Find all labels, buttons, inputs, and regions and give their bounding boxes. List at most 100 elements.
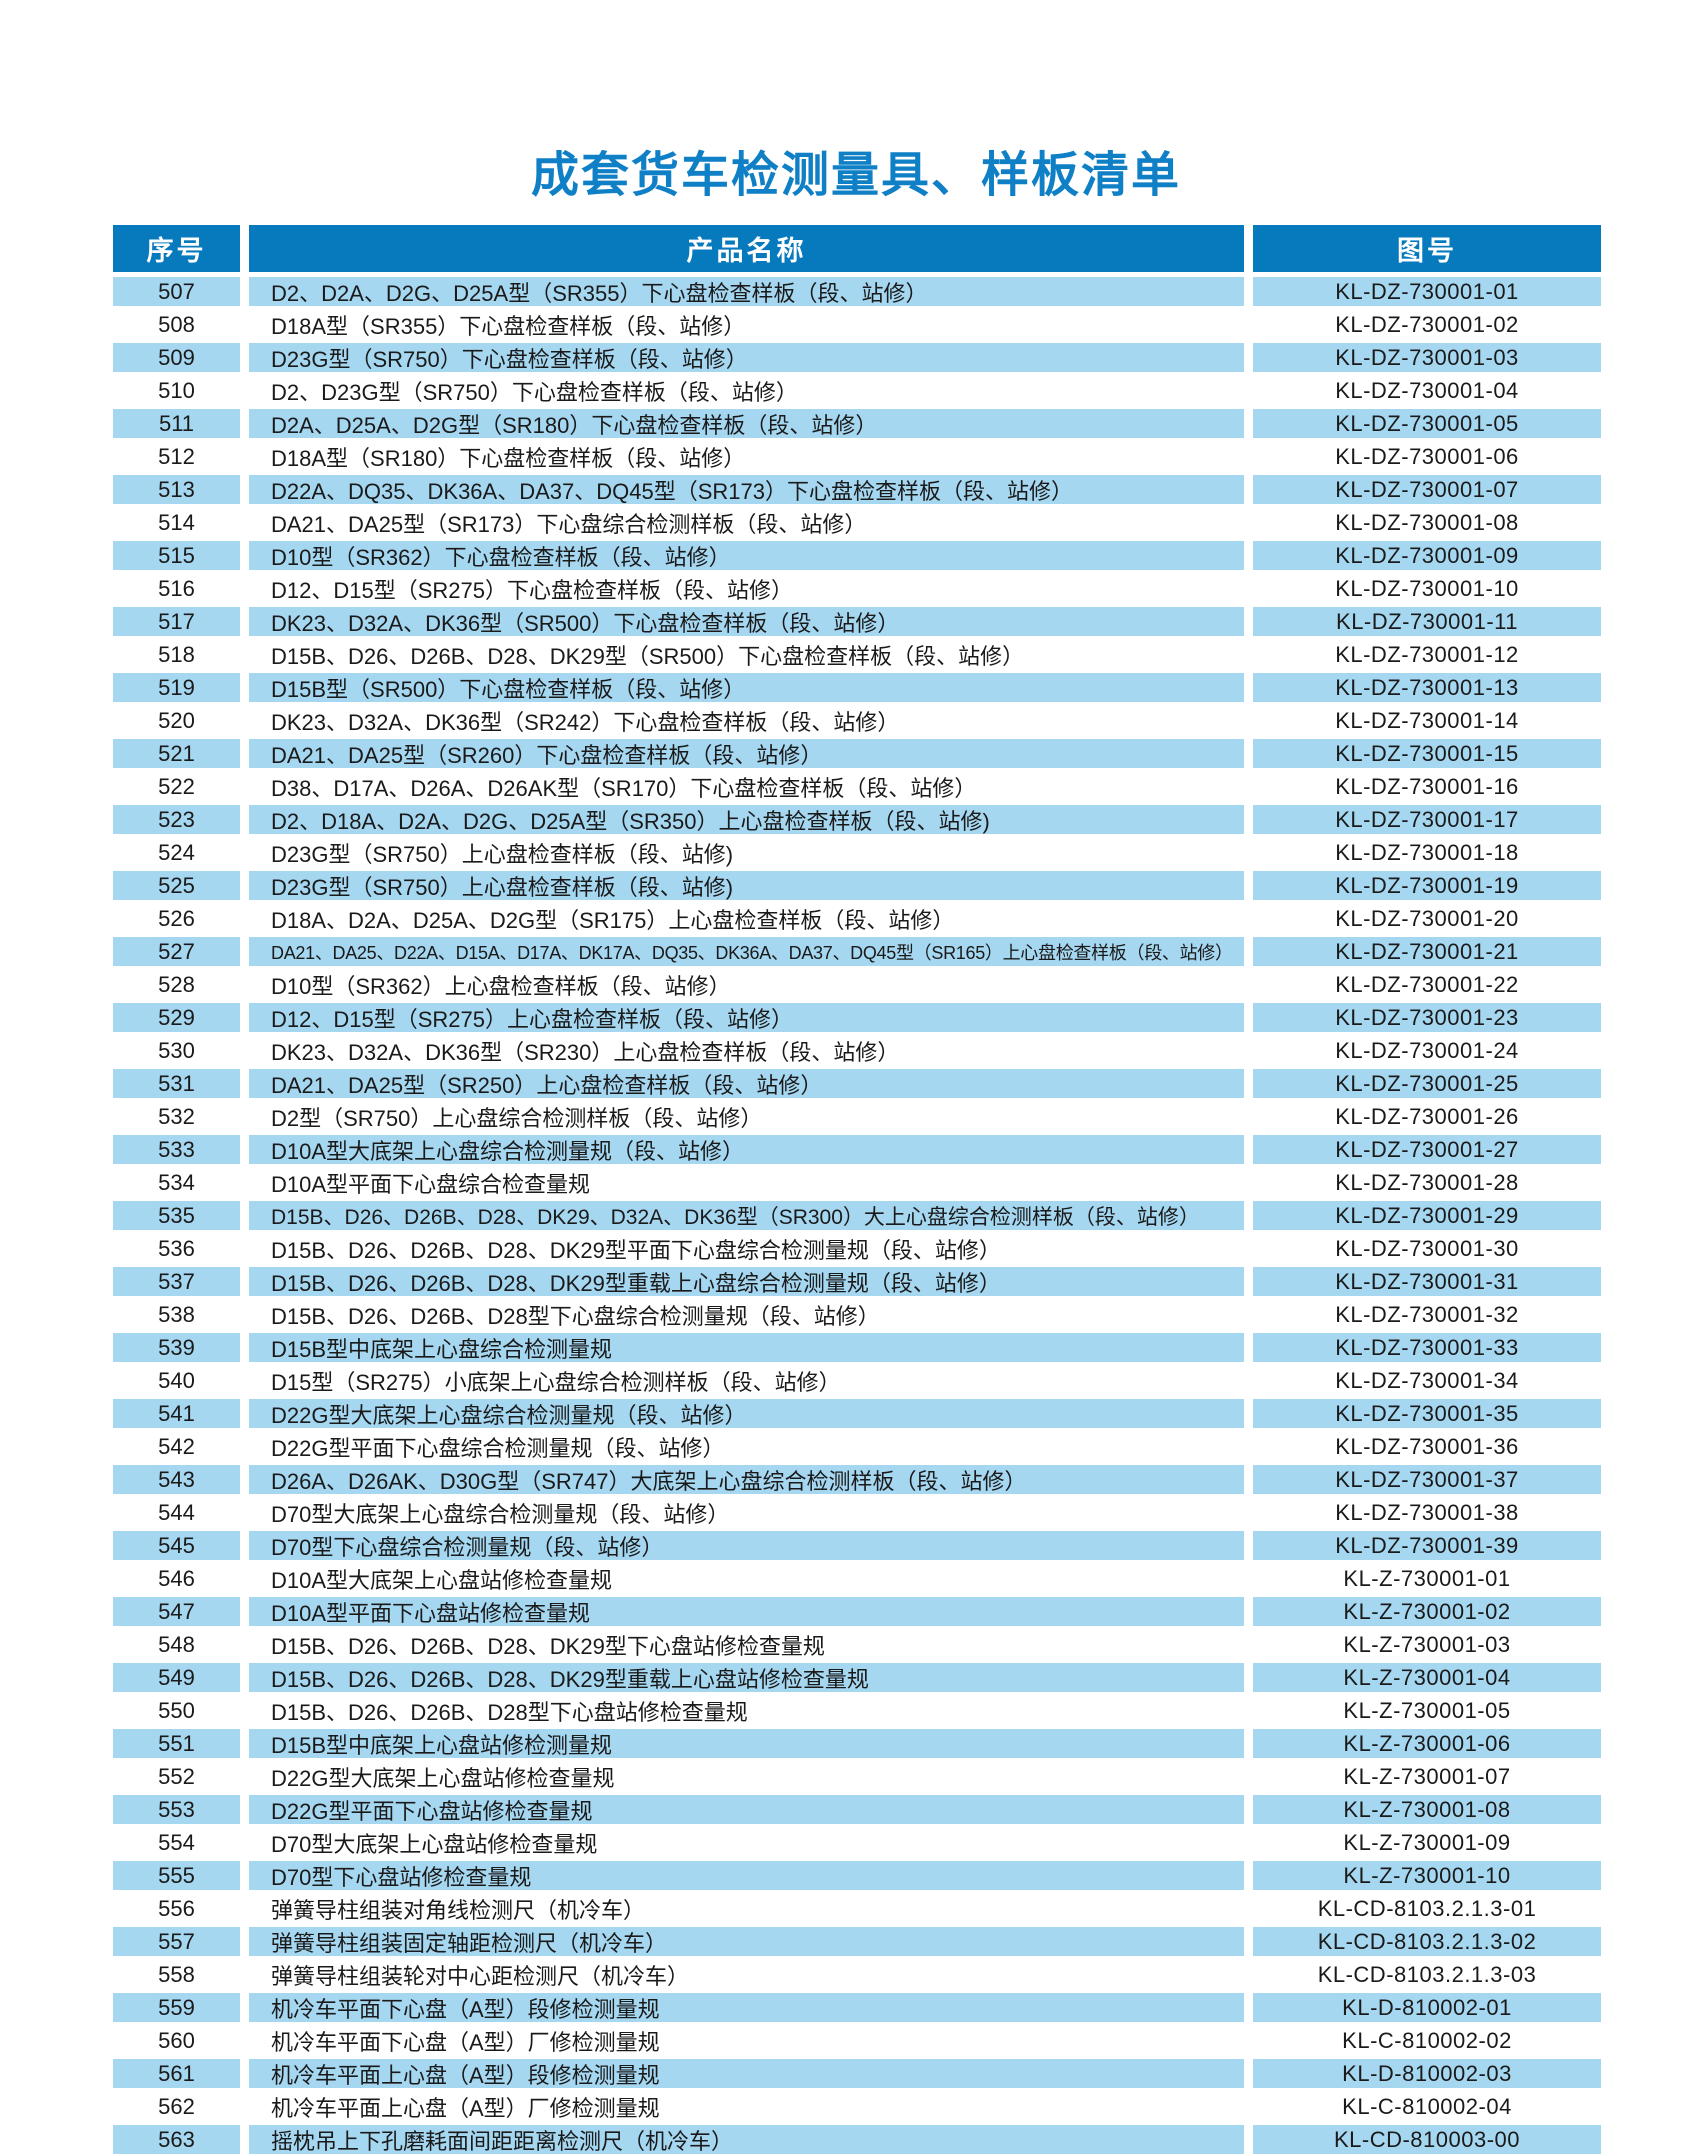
table-row: 521 DA21、DA25型（SR260）下心盘检查样板（段、站修） KL-DZ… bbox=[113, 739, 1601, 768]
row-index-cell: 550 bbox=[113, 1696, 240, 1725]
drawing-no-cell: KL-D-810002-01 bbox=[1253, 1993, 1601, 2022]
row-index-cell: 537 bbox=[113, 1267, 240, 1296]
table-row: 538 D15B、D26、D26B、D28型下心盘综合检测量规（段、站修） KL… bbox=[113, 1300, 1601, 1329]
product-name-cell: D15B、D26、D26B、D28、DK29型下心盘站修检查量规 bbox=[249, 1630, 1244, 1659]
drawing-no-cell: KL-DZ-730001-21 bbox=[1253, 937, 1601, 966]
row-index-cell: 513 bbox=[113, 475, 240, 504]
product-name-cell: D12、D15型（SR275）下心盘检查样板（段、站修） bbox=[249, 574, 1244, 603]
drawing-no-cell: KL-D-810002-03 bbox=[1253, 2059, 1601, 2088]
row-index-cell: 557 bbox=[113, 1927, 240, 1956]
table-row: 535 D15B、D26、D26B、D28、DK29、D32A、DK36型（SR… bbox=[113, 1201, 1601, 1230]
table-row: 511 D2A、D25A、D2G型（SR180）下心盘检查样板（段、站修） KL… bbox=[113, 409, 1601, 438]
row-index-cell: 531 bbox=[113, 1069, 240, 1098]
product-name-cell: DA21、DA25、D22A、D15A、D17A、DK17A、DQ35、DK36… bbox=[249, 937, 1244, 966]
row-index-cell: 558 bbox=[113, 1960, 240, 1989]
table-row: 563 摇枕吊上下孔磨耗面间距距离检测尺（机冷车） KL-CD-810003-0… bbox=[113, 2125, 1601, 2154]
product-name-cell: D10A型平面下心盘综合检查量规 bbox=[249, 1168, 1244, 1197]
product-name-cell: 机冷车平面上心盘（A型）段修检测量规 bbox=[249, 2059, 1244, 2088]
table-row: 512 D18A型（SR180）下心盘检查样板（段、站修） KL-DZ-7300… bbox=[113, 442, 1601, 471]
drawing-no-cell: KL-DZ-730001-02 bbox=[1253, 310, 1601, 339]
product-name-cell: D15B型（SR500）下心盘检查样板（段、站修） bbox=[249, 673, 1244, 702]
row-index-cell: 517 bbox=[113, 607, 240, 636]
product-name-cell: 机冷车平面下心盘（A型）段修检测量规 bbox=[249, 1993, 1244, 2022]
drawing-no-cell: KL-DZ-730001-15 bbox=[1253, 739, 1601, 768]
row-index-cell: 559 bbox=[113, 1993, 240, 2022]
table-row: 526 D18A、D2A、D25A、D2G型（SR175）上心盘检查样板（段、站… bbox=[113, 904, 1601, 933]
table-row: 548 D15B、D26、D26B、D28、DK29型下心盘站修检查量规 KL-… bbox=[113, 1630, 1601, 1659]
table-row: 510 D2、D23G型（SR750）下心盘检查样板（段、站修） KL-DZ-7… bbox=[113, 376, 1601, 405]
row-index-cell: 561 bbox=[113, 2059, 240, 2088]
row-index-cell: 543 bbox=[113, 1465, 240, 1494]
row-index-cell: 536 bbox=[113, 1234, 240, 1263]
product-name-cell: D15B、D26、D26B、D28、DK29型（SR500）下心盘检查样板（段、… bbox=[249, 640, 1244, 669]
table-row: 557 弹簧导柱组装固定轴距检测尺（机冷车） KL-CD-8103.2.1.3-… bbox=[113, 1927, 1601, 1956]
row-index-cell: 540 bbox=[113, 1366, 240, 1395]
row-index-cell: 526 bbox=[113, 904, 240, 933]
table-body: 507 D2、D2A、D2G、D25A型（SR355）下心盘检查样板（段、站修）… bbox=[113, 277, 1601, 2154]
product-name-cell: D38、D17A、D26A、D26AK型（SR170）下心盘检查样板（段、站修） bbox=[249, 772, 1244, 801]
product-name-cell: D22G型平面下心盘综合检测量规（段、站修） bbox=[249, 1432, 1244, 1461]
product-name-cell: 弹簧导柱组装对角线检测尺（机冷车） bbox=[249, 1894, 1244, 1923]
product-name-cell: D18A型（SR180）下心盘检查样板（段、站修） bbox=[249, 442, 1244, 471]
row-index-cell: 533 bbox=[113, 1135, 240, 1164]
table-row: 540 D15型（SR275）小底架上心盘综合检测样板（段、站修） KL-DZ-… bbox=[113, 1366, 1601, 1395]
drawing-no-cell: KL-DZ-730001-20 bbox=[1253, 904, 1601, 933]
row-index-cell: 512 bbox=[113, 442, 240, 471]
product-name-cell: D15B、D26、D26B、D28、DK29型重载上心盘站修检查量规 bbox=[249, 1663, 1244, 1692]
row-index-cell: 518 bbox=[113, 640, 240, 669]
product-table: 序号 产品名称 图号 507 D2、D2A、D2G、D25A型（SR355）下心… bbox=[113, 225, 1601, 2154]
drawing-no-cell: KL-DZ-730001-35 bbox=[1253, 1399, 1601, 1428]
table-row: 517 DK23、D32A、DK36型（SR500）下心盘检查样板（段、站修） … bbox=[113, 607, 1601, 636]
drawing-no-cell: KL-CD-8103.2.1.3-02 bbox=[1253, 1927, 1601, 1956]
drawing-no-cell: KL-DZ-730001-09 bbox=[1253, 541, 1601, 570]
product-name-cell: D10型（SR362）上心盘检查样板（段、站修） bbox=[249, 970, 1244, 999]
product-name-cell: D10A型大底架上心盘综合检测量规（段、站修） bbox=[249, 1135, 1244, 1164]
table-row: 527 DA21、DA25、D22A、D15A、D17A、DK17A、DQ35、… bbox=[113, 937, 1601, 966]
row-index-cell: 544 bbox=[113, 1498, 240, 1527]
table-row: 531 DA21、DA25型（SR250）上心盘检查样板（段、站修） KL-DZ… bbox=[113, 1069, 1601, 1098]
product-name-cell: D2A、D25A、D2G型（SR180）下心盘检查样板（段、站修） bbox=[249, 409, 1244, 438]
drawing-no-cell: KL-DZ-730001-14 bbox=[1253, 706, 1601, 735]
table-row: 549 D15B、D26、D26B、D28、DK29型重载上心盘站修检查量规 K… bbox=[113, 1663, 1601, 1692]
row-index-cell: 541 bbox=[113, 1399, 240, 1428]
product-name-cell: D23G型（SR750）下心盘检查样板（段、站修） bbox=[249, 343, 1244, 372]
drawing-no-cell: KL-CD-8103.2.1.3-03 bbox=[1253, 1960, 1601, 1989]
table-row: 552 D22G型大底架上心盘站修检查量规 KL-Z-730001-07 bbox=[113, 1762, 1601, 1791]
row-index-cell: 546 bbox=[113, 1564, 240, 1593]
row-index-cell: 530 bbox=[113, 1036, 240, 1065]
drawing-no-cell: KL-DZ-730001-04 bbox=[1253, 376, 1601, 405]
table-row: 533 D10A型大底架上心盘综合检测量规（段、站修） KL-DZ-730001… bbox=[113, 1135, 1601, 1164]
row-index-cell: 551 bbox=[113, 1729, 240, 1758]
table-row: 534 D10A型平面下心盘综合检查量规 KL-DZ-730001-28 bbox=[113, 1168, 1601, 1197]
table-row: 554 D70型大底架上心盘站修检查量规 KL-Z-730001-09 bbox=[113, 1828, 1601, 1857]
drawing-no-cell: KL-DZ-730001-34 bbox=[1253, 1366, 1601, 1395]
row-index-cell: 560 bbox=[113, 2026, 240, 2055]
product-name-cell: D70型大底架上心盘站修检查量规 bbox=[249, 1828, 1244, 1857]
table-row: 551 D15B型中底架上心盘站修检测量规 KL-Z-730001-06 bbox=[113, 1729, 1601, 1758]
product-name-cell: DK23、D32A、DK36型（SR230）上心盘检查样板（段、站修） bbox=[249, 1036, 1244, 1065]
row-index-cell: 527 bbox=[113, 937, 240, 966]
table-row: 559 机冷车平面下心盘（A型）段修检测量规 KL-D-810002-01 bbox=[113, 1993, 1601, 2022]
drawing-no-cell: KL-Z-730001-03 bbox=[1253, 1630, 1601, 1659]
product-name-cell: DA21、DA25型（SR250）上心盘检查样板（段、站修） bbox=[249, 1069, 1244, 1098]
row-index-cell: 520 bbox=[113, 706, 240, 735]
row-index-cell: 521 bbox=[113, 739, 240, 768]
row-index-cell: 509 bbox=[113, 343, 240, 372]
product-name-cell: 机冷车平面下心盘（A型）厂修检测量规 bbox=[249, 2026, 1244, 2055]
drawing-no-cell: KL-DZ-730001-07 bbox=[1253, 475, 1601, 504]
drawing-no-cell: KL-DZ-730001-36 bbox=[1253, 1432, 1601, 1461]
row-index-cell: 563 bbox=[113, 2125, 240, 2154]
row-index-cell: 554 bbox=[113, 1828, 240, 1857]
row-index-cell: 548 bbox=[113, 1630, 240, 1659]
drawing-no-cell: KL-C-810002-02 bbox=[1253, 2026, 1601, 2055]
drawing-no-cell: KL-DZ-730001-13 bbox=[1253, 673, 1601, 702]
product-name-cell: D15B、D26、D26B、D28型下心盘综合检测量规（段、站修） bbox=[249, 1300, 1244, 1329]
product-name-cell: D70型下心盘综合检测量规（段、站修） bbox=[249, 1531, 1244, 1560]
drawing-no-cell: KL-DZ-730001-17 bbox=[1253, 805, 1601, 834]
row-index-cell: 515 bbox=[113, 541, 240, 570]
product-name-cell: D22A、DQ35、DK36A、DA37、DQ45型（SR173）下心盘检查样板… bbox=[249, 475, 1244, 504]
column-header-index: 序号 bbox=[113, 225, 240, 272]
product-name-cell: 弹簧导柱组装轮对中心距检测尺（机冷车） bbox=[249, 1960, 1244, 1989]
drawing-no-cell: KL-Z-730001-06 bbox=[1253, 1729, 1601, 1758]
product-name-cell: D10型（SR362）下心盘检查样板（段、站修） bbox=[249, 541, 1244, 570]
